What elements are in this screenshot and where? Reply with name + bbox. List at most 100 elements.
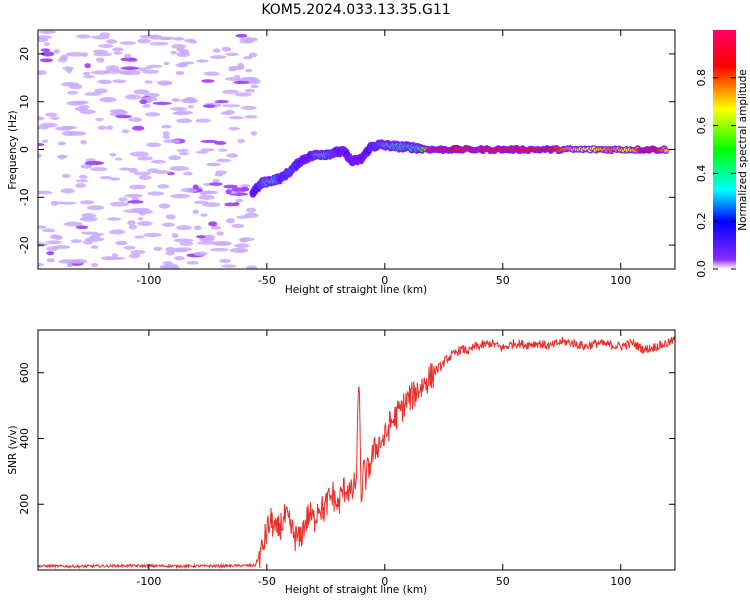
noise-blob (224, 202, 236, 207)
noise-blob (189, 40, 198, 44)
noise-blob (90, 245, 99, 249)
y-tick-label: 200 (18, 494, 31, 515)
noise-blob (241, 186, 249, 192)
noise-blob (193, 200, 209, 205)
noise-blob (129, 151, 150, 157)
noise-blob (200, 213, 208, 217)
noise-blob (119, 41, 137, 45)
colorbar-tick-label: 0.6 (695, 117, 708, 135)
noise-blob (225, 189, 232, 195)
noise-blob (91, 262, 99, 268)
noise-blob (139, 99, 148, 105)
noise-blob (39, 58, 53, 63)
noise-blob (152, 170, 171, 174)
noise-blob (201, 79, 215, 83)
noise-blob (115, 240, 128, 246)
noise-blob (66, 262, 73, 268)
colorbar: 0.0 0.2 0.4 0.6 0.8 Normalized spectral ampl… (695, 30, 749, 278)
noise-blob (96, 57, 105, 63)
colorbar-tick-label: 0.2 (695, 212, 708, 230)
noise-blob (224, 109, 235, 116)
noise-blob (99, 32, 110, 38)
noise-blob (236, 215, 250, 219)
noise-blob (57, 141, 67, 146)
noise-blob (250, 84, 259, 89)
noise-blob (38, 242, 48, 247)
noise-blob (43, 42, 50, 47)
noise-blob (75, 183, 87, 188)
noise-blob (107, 217, 122, 221)
noise-blob (193, 225, 202, 231)
noise-blob (206, 162, 222, 167)
noise-blob (180, 187, 198, 193)
noise-blob (200, 139, 219, 143)
noise-blob (46, 258, 55, 263)
spectrogram-ylabel: Frequency (Hz) (7, 110, 19, 189)
noise-blob (121, 129, 130, 134)
noise-blob (244, 68, 253, 73)
noise-blob (231, 223, 245, 228)
noise-blob (195, 118, 211, 123)
noise-blob (208, 221, 218, 227)
noise-blob (237, 63, 245, 69)
noise-blob (235, 199, 244, 203)
noise-blob (95, 117, 104, 122)
noise-blob (113, 51, 123, 55)
noise-blob (192, 209, 200, 215)
noise-blob (40, 48, 51, 52)
noise-blob (225, 218, 236, 224)
noise-blob (84, 160, 105, 166)
snr-xlabel: Height of straight line (km) (285, 584, 427, 596)
noise-blob (109, 152, 117, 157)
noise-blob (84, 92, 102, 96)
noise-blob (133, 89, 150, 95)
noise-blob (225, 52, 239, 56)
noise-blob (81, 52, 89, 58)
noise-blob (133, 171, 152, 176)
noise-blob (218, 259, 232, 264)
noise-blob (114, 157, 123, 161)
noise-blob (239, 40, 253, 44)
noise-blob (161, 222, 175, 227)
noise-blob (79, 216, 98, 222)
noise-blob (245, 207, 257, 213)
x-tick-label: 0 (381, 274, 388, 287)
noise-blob (105, 125, 114, 130)
colorbar-tick-label: 0.8 (695, 69, 708, 87)
noise-blob (45, 112, 58, 117)
spectrogram-xlabel: Height of straight line (km) (285, 284, 427, 296)
noise-blob (97, 79, 113, 84)
noise-blob (210, 225, 222, 230)
noise-blob (198, 194, 215, 200)
noise-blob (38, 225, 47, 229)
x-tick-label: -50 (258, 274, 276, 287)
noise-blob (209, 247, 229, 252)
noise-blob (183, 171, 193, 176)
noise-blob (76, 34, 91, 39)
noise-blob (234, 92, 252, 97)
noise-blob (58, 155, 66, 160)
noise-blob (244, 88, 255, 93)
noise-blob (162, 131, 170, 135)
noise-blob (170, 265, 180, 269)
noise-blob (222, 89, 239, 94)
noise-blob (163, 139, 181, 144)
noise-blob (124, 193, 143, 198)
noise-blob (131, 125, 145, 131)
noise-blob (80, 231, 99, 235)
noise-blob (61, 173, 71, 178)
snr-ylabel: SNR (v/v) (7, 425, 19, 474)
noise-blob (66, 100, 86, 106)
track-core (663, 148, 669, 153)
noise-blob (61, 130, 78, 136)
noise-blob (250, 131, 258, 136)
noise-blob (171, 233, 179, 239)
noise-blob (184, 97, 196, 102)
noise-blob (195, 59, 209, 63)
noise-blob (106, 256, 126, 260)
noise-blob (115, 114, 132, 119)
noise-blob (79, 109, 96, 115)
noise-blob (158, 203, 171, 209)
noise-blob (68, 83, 83, 90)
